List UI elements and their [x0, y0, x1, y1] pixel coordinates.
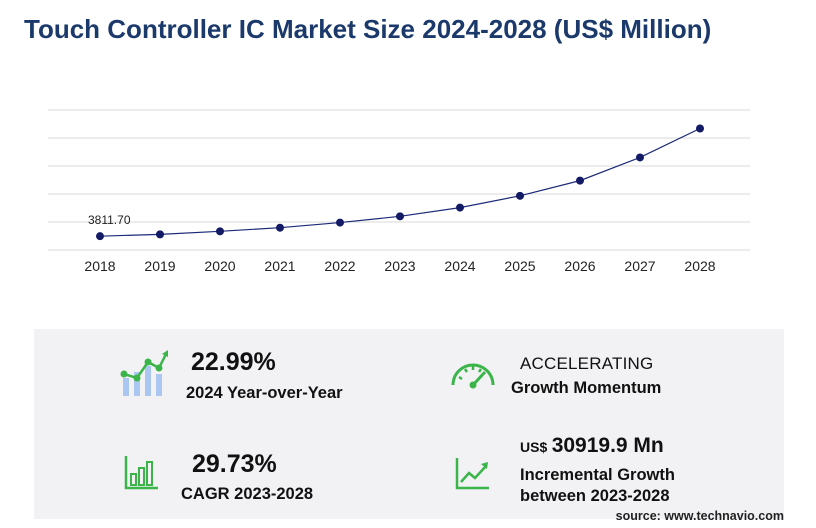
x-tick-label: 2028: [684, 258, 715, 274]
x-tick-label: 2024: [444, 258, 475, 274]
data-point: [156, 230, 164, 239]
data-point: [516, 191, 524, 200]
line-chart: 2018 2019 2020 2021 2022 2023 2024 2025 2026 2027…: [48, 109, 750, 274]
line-growth-icon: [455, 458, 489, 490]
bar-chart-icon: [124, 456, 158, 490]
x-tick-label: 2020: [204, 258, 235, 274]
data-labels: 3811.70: [88, 213, 131, 227]
data-point: [396, 212, 404, 221]
x-tick-label: 2018: [84, 258, 115, 274]
yoy-label: 2024 Year-over-Year: [186, 384, 343, 402]
data-points: [96, 124, 704, 241]
x-tick-label: 2027: [624, 258, 655, 274]
data-point: [216, 227, 224, 236]
x-tick-label: 2023: [384, 258, 415, 274]
grid-lines: [48, 109, 750, 251]
speedometer-icon: [451, 363, 495, 389]
data-point: [576, 176, 584, 185]
stats-panel: [34, 329, 784, 519]
incremental-value: 30919.9 Mn: [551, 434, 664, 457]
incremental-label-2: between 2023-2028: [520, 487, 670, 505]
x-tick-label: 2026: [564, 258, 595, 274]
x-tick-label: 2022: [324, 258, 355, 274]
data-point: [696, 124, 704, 133]
data-point: [336, 218, 344, 227]
data-point: [636, 153, 644, 162]
x-tick-label: 2025: [504, 258, 535, 274]
yoy-value: 22.99%: [191, 348, 276, 376]
momentum-title: ACCELERATING: [520, 354, 654, 373]
data-point: [96, 232, 104, 241]
source-text: source: www.technavio.com: [615, 509, 784, 523]
currency-prefix: US$: [520, 439, 548, 455]
x-axis: 2018 2019 2020 2021 2022 2023 2024 2025 2026 2027…: [84, 258, 715, 274]
bar-growth-icon: [120, 350, 168, 396]
incremental-label-1: Incremental Growth: [520, 466, 675, 484]
data-point: [456, 203, 464, 212]
cagr-value: 29.73%: [192, 450, 277, 478]
incremental-value-line: US$ 30919.9 Mn: [520, 434, 664, 458]
data-point: [276, 223, 284, 232]
momentum-label: Growth Momentum: [511, 379, 662, 397]
chart-title: Touch Controller IC Market Size 2024-202…: [24, 14, 712, 44]
x-tick-label: 2021: [264, 258, 295, 274]
x-tick-label: 2019: [144, 258, 175, 274]
data-label: 3811.70: [88, 213, 131, 227]
cagr-label: CAGR 2023-2028: [181, 485, 314, 503]
